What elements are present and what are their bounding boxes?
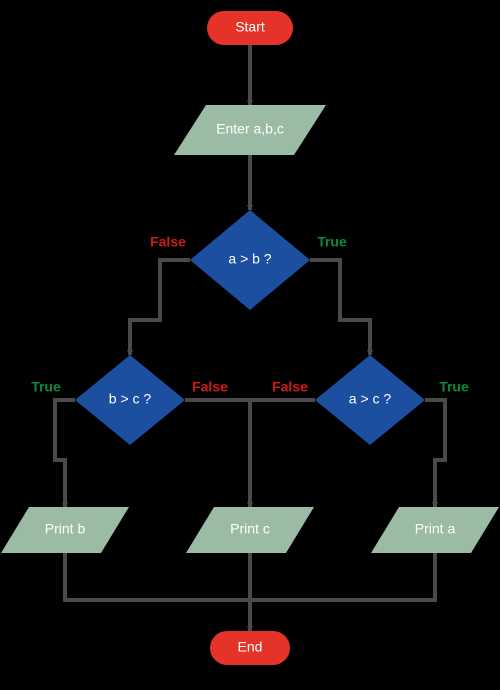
edge-label-e6: False: [192, 379, 228, 395]
node-label-d_bc: b > c ?: [109, 391, 152, 407]
edge-label-e3: False: [150, 234, 186, 250]
node-start: Start: [207, 11, 293, 45]
node-label-d_ab: a > b ?: [228, 251, 271, 267]
node-label-print_c: Print c: [230, 521, 270, 537]
node-label-d_ac: a > c ?: [349, 391, 392, 407]
edge-label-e4: True: [317, 234, 347, 250]
edge-label-e8: True: [439, 379, 469, 395]
node-label-input: Enter a,b,c: [216, 121, 284, 137]
node-label-start: Start: [235, 19, 265, 35]
node-label-end: End: [238, 639, 263, 655]
flowchart-canvas: False True True False False True Start Enter a,…: [0, 0, 500, 690]
node-end: End: [210, 631, 290, 665]
edge-label-e5: True: [31, 379, 61, 395]
edge-label-e7: False: [272, 379, 308, 395]
node-label-print_b: Print b: [45, 521, 86, 537]
node-label-print_a: Print a: [415, 521, 456, 537]
